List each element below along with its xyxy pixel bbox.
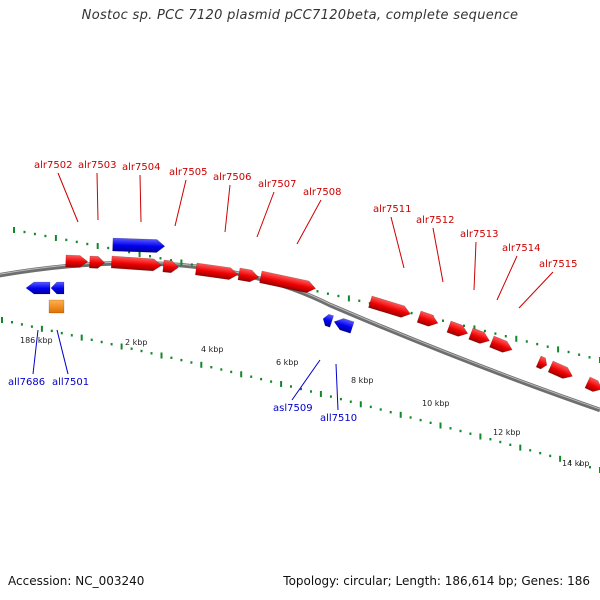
label-leader-lines: [32, 172, 554, 411]
gene-label-alr7512[interactable]: alr7512: [416, 215, 454, 226]
gene-arrow-forward[interactable]: [535, 355, 549, 371]
reverse-gene-labels: all7686 all7501 asl7509 all7510: [8, 377, 357, 424]
leader-alr7508: [296, 199, 322, 245]
topology-summary: Topology: circular; Length: 186,614 bp; …: [283, 574, 590, 588]
gene-arrow-forward[interactable]: [446, 320, 470, 339]
gene-label-asl7509[interactable]: asl7509: [273, 403, 313, 414]
leader-alr7507: [256, 191, 275, 238]
gene-label-all7510[interactable]: all7510: [320, 413, 357, 424]
gene-label-alr7508[interactable]: alr7508: [303, 187, 341, 198]
gene-arrow-forward[interactable]: [416, 310, 440, 329]
gene-label-alr7502[interactable]: alr7502: [34, 160, 72, 171]
forward-gene-labels: alr7502 alr7503 alr7504 alr7505 alr7506 …: [34, 160, 577, 270]
gene-arrow-forward[interactable]: [547, 360, 575, 382]
gene-label-alr7515[interactable]: alr7515: [539, 259, 577, 270]
tick-label-14kbp: 14 kbp: [562, 459, 590, 468]
gene-arrow-forward[interactable]: [489, 335, 515, 355]
gene-arrow-forward[interactable]: [368, 295, 412, 320]
gene-arrow-forward[interactable]: [468, 327, 492, 346]
gene-label-alr7503[interactable]: alr7503: [78, 160, 116, 171]
gene-arrow-reverse[interactable]: [25, 281, 51, 295]
leader-alr7511: [390, 216, 405, 269]
accession-text: Accession: NC_003240: [8, 574, 145, 588]
gene-arrow-reverse[interactable]: [332, 316, 355, 334]
leader-alr7514: [496, 255, 518, 301]
gene-arrow-reverse[interactable]: [112, 237, 166, 253]
leader-alr7515: [518, 271, 554, 309]
gene-arrow-forward[interactable]: [162, 259, 179, 274]
leader-alr7503: [96, 172, 99, 221]
tick-labels: 186 kbp 2 kbp 4 kbp 6 kbp 8 kbp 10 kbp 1…: [20, 336, 590, 468]
gene-arrow-forward[interactable]: [237, 267, 260, 283]
gene-arrow-forward[interactable]: [89, 255, 106, 269]
leader-all7510: [335, 363, 339, 411]
gene-label-alr7507[interactable]: alr7507: [258, 179, 296, 190]
tick-label-10kbp: 10 kbp: [422, 399, 450, 408]
tick-label-6kbp: 6 kbp: [276, 358, 298, 367]
gene-arrow-forward[interactable]: [110, 255, 162, 272]
leader-alr7512: [432, 227, 444, 283]
gene-arrow-forward[interactable]: [65, 254, 89, 268]
leader-alr7505: [174, 179, 187, 227]
gene-label-all7501[interactable]: all7501: [52, 377, 89, 388]
gene-label-alr7504[interactable]: alr7504: [122, 162, 160, 173]
tick-label-4kbp: 4 kbp: [201, 345, 223, 354]
gene-arrow-reverse[interactable]: [321, 313, 334, 328]
leader-alr7513: [473, 241, 477, 291]
leader-alr7502: [57, 172, 79, 223]
leader-asl7509: [291, 359, 321, 401]
leader-all7501: [56, 329, 69, 375]
leader-alr7504: [139, 174, 142, 223]
tick-label-12kbp: 12 kbp: [493, 428, 521, 437]
tick-label-2kbp: 2 kbp: [125, 338, 147, 347]
gene-label-alr7513[interactable]: alr7513: [460, 229, 498, 240]
gene-arrow-forward[interactable]: [194, 262, 239, 281]
gene-features: [25, 237, 600, 395]
tick-label-186kbp: 186 kbp: [20, 336, 53, 345]
leader-alr7506: [224, 184, 231, 233]
gene-arrow-forward[interactable]: [259, 270, 317, 294]
map-title: Nostoc sp. PCC 7120 plasmid pCC7120beta,…: [81, 8, 519, 23]
gene-arrow-forward[interactable]: [584, 376, 600, 395]
gene-label-alr7506[interactable]: alr7506: [213, 172, 251, 183]
gene-label-alr7514[interactable]: alr7514: [502, 243, 540, 254]
tick-label-8kbp: 8 kbp: [351, 376, 373, 385]
gene-label-alr7505[interactable]: alr7505: [169, 167, 207, 178]
gene-arrow-reverse[interactable]: [50, 281, 65, 295]
leader-all7686: [32, 329, 39, 375]
gene-label-alr7511[interactable]: alr7511: [373, 204, 411, 215]
feature-block-other[interactable]: [48, 299, 65, 314]
gene-label-all7686[interactable]: all7686: [8, 377, 45, 388]
